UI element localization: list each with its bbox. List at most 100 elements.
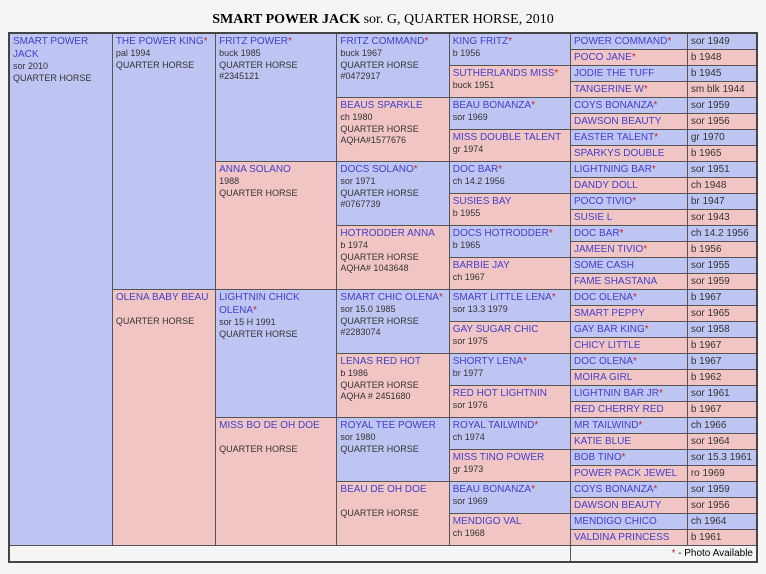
horse-link[interactable]: MISS TINO POWER [453,452,545,463]
horse-link[interactable]: EASTER TALENT [574,132,654,143]
horse-link[interactable]: FRITZ COMMAND [340,36,424,47]
horse-link[interactable]: DOCS HOTRODDER [453,228,549,239]
horse-link[interactable]: MISS BO DE OH DOE [219,420,320,431]
horse-link[interactable]: ROYAL TAILWIND [453,420,535,431]
horse-link[interactable]: HOTRODDER ANNA [340,228,434,239]
horse-link[interactable]: VALDINA PRINCESS [574,532,669,543]
pedigree-cell: MENDIGO CHICO [571,514,688,530]
horse-link[interactable]: DOCS SOLANO [340,164,413,175]
horse-link[interactable]: DOC OLENA [574,356,633,367]
horse-link[interactable]: DAWSON BEAUTY [574,116,661,127]
horse-detail: sor 1975 [453,336,567,348]
horse-link[interactable]: TANGERINE W [574,84,644,95]
horse-link[interactable]: BEAU BONANZA [453,484,531,495]
horse-detail: gr 1974 [453,144,567,156]
horse-link[interactable]: KING FRITZ [453,36,509,47]
horse-link[interactable]: SMART POWER JACK [13,36,88,60]
pedigree-year: sor 1956 [687,498,757,514]
pedigree-year: sor 1956 [687,114,757,130]
pedigree-cell: FRITZ COMMAND*buck 1967QUARTER HORSE#047… [337,33,449,98]
pedigree-cell: POWER PACK JEWEL [571,466,688,482]
horse-link[interactable]: BOB TINO [574,452,622,463]
horse-link[interactable]: BEAU BONANZA [453,100,531,111]
horse-detail: b 1965 [453,240,567,252]
horse-link[interactable]: CHICY LITTLE [574,340,641,351]
horse-link[interactable]: POCO TIVIO [574,196,632,207]
horse-link[interactable]: JODIE THE TUFF [574,68,654,79]
horse-link[interactable]: MENDIGO VAL [453,516,522,527]
horse-link[interactable]: SUSIE L [574,212,612,223]
horse-link[interactable]: ROYAL TEE POWER [340,420,435,431]
page-title: SMART POWER JACK sor. G, QUARTER HORSE, … [8,8,758,32]
horse-link[interactable]: LIGHTNING BAR [574,164,652,175]
horse-link[interactable]: MENDIGO CHICO [574,516,657,527]
horse-detail: sor 1969 [453,496,567,508]
pedigree-cell: JODIE THE TUFF [571,66,688,82]
horse-link[interactable]: BEAU DE OH DOE [340,484,426,495]
horse-detail: b 1956 [453,48,567,60]
horse-link[interactable]: POWER PACK JEWEL [574,468,677,479]
horse-detail: ch 1974 [453,432,567,444]
horse-link[interactable]: GAY SUGAR CHIC [453,324,539,335]
horse-link[interactable]: DAWSON BEAUTY [574,500,661,511]
horse-link[interactable]: FRITZ POWER [219,36,288,47]
horse-link[interactable]: SHORTY LENA [453,356,523,367]
horse-link[interactable]: ANNA SOLANO [219,164,291,175]
pedigree-cell: DOC OLENA* [571,290,688,306]
pedigree-cell: CHICY LITTLE [571,338,688,354]
horse-detail: 1988QUARTER HORSE [219,176,333,199]
horse-link[interactable]: SMART LITTLE LENA [453,292,552,303]
horse-link[interactable]: DOC BAR [453,164,499,175]
horse-link[interactable]: POWER COMMAND [574,36,667,47]
horse-link[interactable]: DOC BAR [574,228,620,239]
horse-link[interactable]: COYS BONANZA [574,100,653,111]
horse-link[interactable]: MOIRA GIRL [574,372,632,383]
horse-link[interactable]: LIGHTNIN CHICK OLENA [219,292,300,316]
horse-detail: sor 15 H 1991QUARTER HORSE [219,317,333,340]
pedigree-table: SMART POWER JACKsor 2010QUARTER HORSETHE… [8,32,758,563]
pedigree-year: b 1967 [687,402,757,418]
horse-link[interactable]: SPARKYS DOUBLE [574,148,664,159]
horse-link[interactable]: BARBIE JAY [453,260,510,271]
pedigree-cell: DANDY DOLL [571,178,688,194]
horse-link[interactable]: RED HOT LIGHTNIN [453,388,547,399]
pedigree-cell: DOC BAR*ch 14.2 1956 [449,162,570,194]
photo-asterisk-icon: * [659,388,663,399]
pedigree-cell: BEAU DE OH DOEQUARTER HORSE [337,482,449,546]
pedigree-cell: SOME CASH [571,258,688,274]
horse-link[interactable]: SUSIES BAY [453,196,512,207]
pedigree-year: sor 1951 [687,162,757,178]
horse-link[interactable]: DOC OLENA [574,292,633,303]
horse-detail: b 1986QUARTER HORSEAQHA # 2451680 [340,368,445,403]
horse-link[interactable]: LIGHTNIN BAR JR [574,388,659,399]
horse-link[interactable]: RED CHERRY RED [574,404,664,415]
horse-link[interactable]: SMART CHIC OLENA [340,292,439,303]
pedigree-year: sor 1965 [687,306,757,322]
horse-link[interactable]: SOME CASH [574,260,634,271]
horse-link[interactable]: LENAS RED HOT [340,356,421,367]
pedigree-cell: SHORTY LENA*br 1977 [449,354,570,386]
horse-link[interactable]: MISS DOUBLE TALENT [453,132,562,143]
photo-asterisk-icon: * [667,36,671,47]
horse-link[interactable]: SMART PEPPY [574,308,645,319]
horse-link[interactable]: OLENA BABY BEAU [116,292,209,303]
pedigree-cell: VALDINA PRINCESS [571,530,688,546]
horse-link[interactable]: FAME SHASTANA [574,276,657,287]
horse-link[interactable]: MR TAILWIND [574,420,638,431]
horse-link[interactable]: JAMEEN TIVIO [574,244,643,255]
horse-link[interactable]: DANDY DOLL [574,180,638,191]
photo-asterisk-icon: * [523,356,527,367]
pedigree-cell: GAY BAR KING* [571,322,688,338]
pedigree-year: sor 1959 [687,482,757,498]
horse-link[interactable]: COYS BONANZA [574,484,653,495]
horse-link[interactable]: SUTHERLANDS MISS [453,68,555,79]
horse-link[interactable]: KATIE BLUE [574,436,631,447]
photo-asterisk-icon: * [671,548,675,559]
horse-link[interactable]: BEAUS SPARKLE [340,100,422,111]
photo-asterisk-icon: * [414,164,418,175]
horse-link[interactable]: THE POWER KING [116,36,204,47]
horse-link[interactable]: GAY BAR KING [574,324,645,335]
horse-link[interactable]: POCO JANE [574,52,632,63]
pedigree-cell: DOCS SOLANO*sor 1971QUARTER HORSE#076773… [337,162,449,226]
photo-asterisk-icon: * [643,244,647,255]
